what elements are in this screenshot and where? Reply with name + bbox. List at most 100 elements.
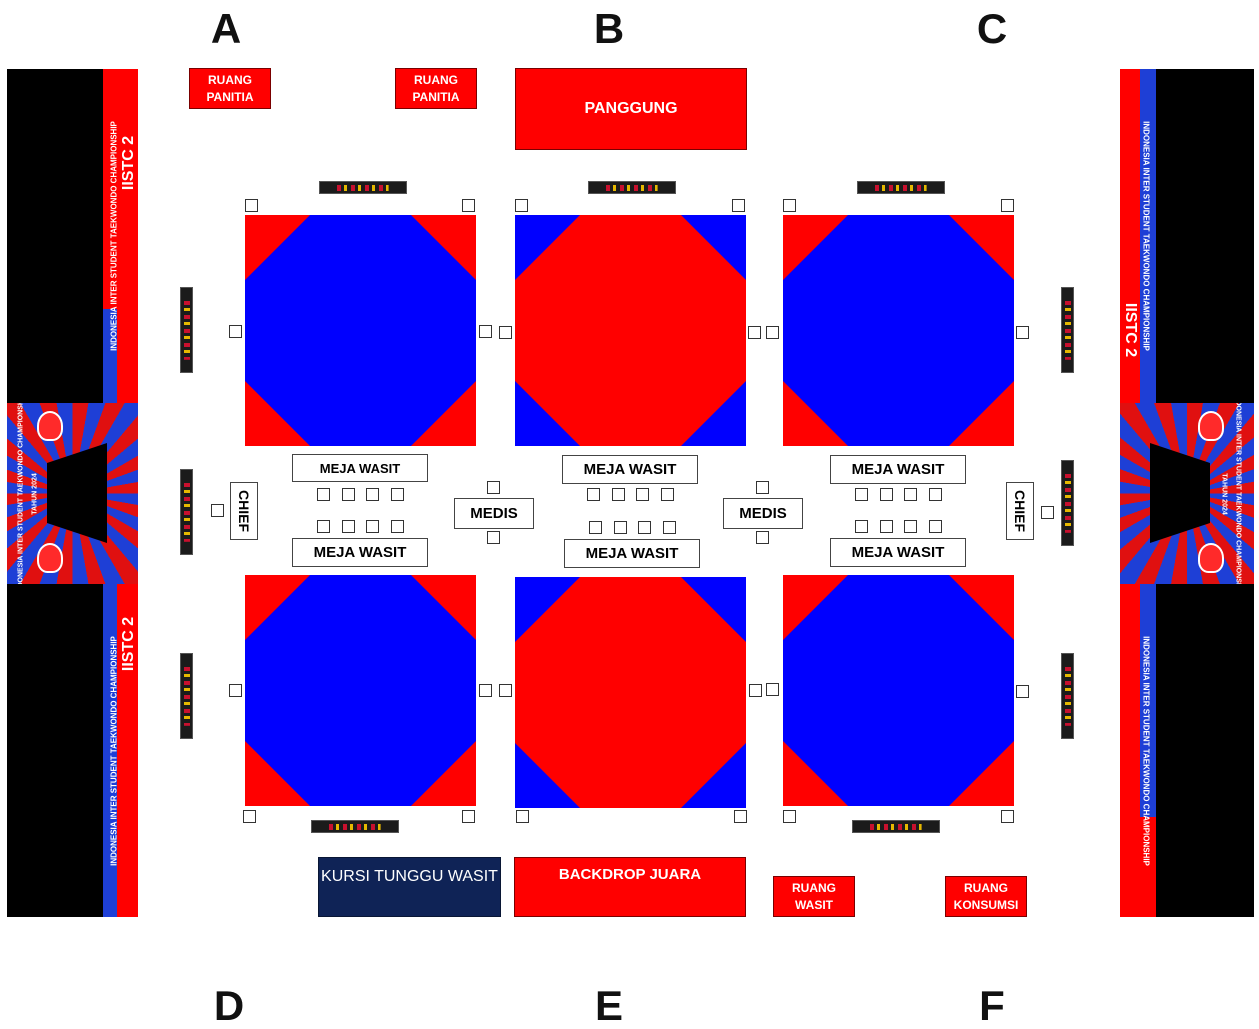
right-black-panel-top	[1156, 69, 1254, 403]
mat-f1	[783, 575, 1014, 806]
right-black-panel-bottom	[1156, 584, 1254, 917]
mat-e1	[515, 577, 746, 808]
chief-table: CHIEF	[1006, 482, 1034, 540]
chair	[1041, 506, 1054, 519]
mat-d1	[245, 575, 476, 806]
ruang-wasit-room: RUANG WASIT	[773, 876, 855, 917]
chair	[855, 520, 868, 533]
meja-wasit-table: MEJA WASIT	[292, 538, 428, 567]
chair	[1016, 685, 1029, 698]
scoreboard-sign	[857, 181, 945, 194]
chair	[589, 521, 602, 534]
zone-label-d: D	[213, 982, 245, 1029]
mat-a1	[245, 215, 476, 446]
left-banner-strip-bottom: INDONESIA INTER STUDENT TAEKWONDO CHAMPI…	[103, 584, 138, 917]
chair	[229, 325, 242, 338]
banner-event-name: INDONESIA INTER STUDENT TAEKWONDO CHAMPI…	[1234, 403, 1242, 584]
scoreboard-sign	[588, 181, 676, 194]
banner-short-name: IISTC 2	[119, 135, 137, 190]
chair	[636, 488, 649, 501]
chair	[366, 488, 379, 501]
chair	[342, 488, 355, 501]
chair	[391, 520, 404, 533]
chair	[732, 199, 745, 212]
scoreboard-sign	[1061, 287, 1074, 373]
chair	[748, 326, 761, 339]
chair	[479, 684, 492, 697]
banner-short-name: IISTC 2	[1122, 302, 1139, 357]
scoreboard-sign	[1061, 460, 1074, 546]
zone-label-e: E	[594, 982, 623, 1029]
zone-label-a: A	[210, 5, 242, 52]
kursi-tunggu-wasit-area: KURSI TUNGGU WASIT	[318, 857, 501, 917]
chair	[1001, 199, 1014, 212]
banner-event-name: INDONESIA INTER STUDENT TAEKWONDO CHAMPI…	[109, 121, 118, 351]
chair	[587, 488, 600, 501]
chair	[516, 810, 529, 823]
left-black-panel-bottom	[7, 584, 103, 917]
chair	[663, 521, 676, 534]
meja-wasit-table: MEJA WASIT	[830, 455, 966, 484]
chair	[515, 199, 528, 212]
scoreboard-sign	[319, 181, 407, 194]
chair	[638, 521, 651, 534]
banner-event-name: INDONESIA INTER STUDENT TAEKWONDO CHAMPI…	[109, 635, 118, 866]
mat-c1	[783, 215, 1014, 446]
scoreboard-sign	[180, 653, 193, 739]
chair	[366, 520, 379, 533]
meja-wasit-table: MEJA WASIT	[830, 538, 966, 567]
chair	[243, 810, 256, 823]
right-banner-strip-bottom: INDONESIA INTER STUDENT TAEKWONDO CHAMPI…	[1120, 584, 1156, 917]
chair	[391, 488, 404, 501]
chair	[229, 684, 242, 697]
left-banner-strip-top: INDONESIA INTER STUDENT TAEKWONDO CHAMPI…	[103, 69, 138, 403]
banner-year: TAHUN 2024	[1220, 472, 1228, 515]
chair	[612, 488, 625, 501]
chair	[783, 810, 796, 823]
chair	[317, 520, 330, 533]
chair	[756, 531, 769, 544]
chair	[929, 520, 942, 533]
scoreboard-sign	[180, 469, 193, 555]
chair	[1001, 810, 1014, 823]
meja-wasit-table: MEJA WASIT	[562, 455, 698, 484]
ruang-panitia-room-2: RUANG PANITIA	[395, 68, 477, 109]
scoreboard-sign	[311, 820, 399, 833]
scoreboard-sign	[852, 820, 940, 833]
ruang-konsumsi-room: RUANG KONSUMSI	[945, 876, 1027, 917]
chair	[749, 684, 762, 697]
ruang-panitia-room-1: RUANG PANITIA	[189, 68, 271, 109]
mascot-icon	[37, 411, 63, 441]
banner-event-name: INDONESIA INTER STUDENT TAEKWONDO CHAMPI…	[17, 403, 25, 584]
banner-year: TAHUN 2024	[31, 472, 39, 515]
chair	[479, 325, 492, 338]
chair	[880, 520, 893, 533]
banner-event-name: INDONESIA INTER STUDENT TAEKWONDO CHAMPI…	[1141, 635, 1151, 866]
medis-table: MEDIS	[454, 498, 534, 529]
chair	[487, 531, 500, 544]
zone-label-c: C	[976, 5, 1008, 52]
meja-wasit-table: MEJA WASIT	[292, 454, 428, 482]
chief-table: CHIEF	[230, 482, 258, 540]
left-black-panel-top	[7, 69, 103, 403]
scoreboard-sign	[180, 287, 193, 373]
chair	[904, 488, 917, 501]
scoreboard-sign	[1061, 653, 1074, 739]
banner-short-name: IISTC 2	[119, 616, 137, 672]
meja-wasit-table: MEJA WASIT	[564, 539, 700, 568]
chair	[317, 488, 330, 501]
chair	[734, 810, 747, 823]
chair	[499, 326, 512, 339]
medis-table: MEDIS	[723, 498, 803, 529]
mat-b1	[515, 215, 746, 446]
chair	[462, 810, 475, 823]
chair	[462, 199, 475, 212]
chair	[1016, 326, 1029, 339]
zone-label-b: B	[593, 5, 625, 52]
mascot-icon	[37, 543, 63, 573]
chair	[245, 199, 258, 212]
chair	[499, 684, 512, 697]
left-banner-center: INDONESIA INTER STUDENT TAEKWONDO CHAMPI…	[7, 403, 138, 584]
chair	[880, 488, 893, 501]
banner-event-name: INDONESIA INTER STUDENT TAEKWONDO CHAMPI…	[1141, 121, 1151, 351]
